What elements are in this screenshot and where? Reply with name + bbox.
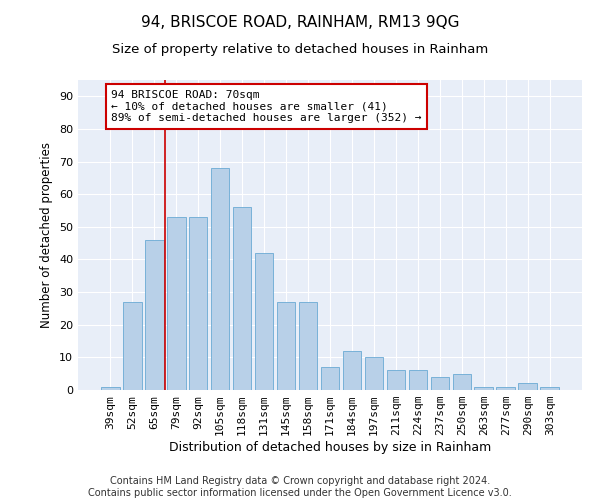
Bar <box>167 217 185 390</box>
Bar <box>101 386 119 390</box>
Text: 94, BRISCOE ROAD, RAINHAM, RM13 9QG: 94, BRISCOE ROAD, RAINHAM, RM13 9QG <box>141 15 459 30</box>
Bar <box>475 386 493 390</box>
Bar <box>409 370 427 390</box>
Bar <box>431 377 449 390</box>
Bar <box>496 386 515 390</box>
Bar <box>386 370 405 390</box>
Bar <box>123 302 142 390</box>
Bar <box>452 374 471 390</box>
Bar <box>233 208 251 390</box>
Bar <box>211 168 229 390</box>
Bar <box>541 386 559 390</box>
Text: 94 BRISCOE ROAD: 70sqm
← 10% of detached houses are smaller (41)
89% of semi-det: 94 BRISCOE ROAD: 70sqm ← 10% of detached… <box>112 90 422 123</box>
Text: Size of property relative to detached houses in Rainham: Size of property relative to detached ho… <box>112 42 488 56</box>
Bar <box>145 240 164 390</box>
Y-axis label: Number of detached properties: Number of detached properties <box>40 142 53 328</box>
Bar <box>255 253 274 390</box>
Text: Contains HM Land Registry data © Crown copyright and database right 2024.
Contai: Contains HM Land Registry data © Crown c… <box>88 476 512 498</box>
Bar <box>189 217 208 390</box>
X-axis label: Distribution of detached houses by size in Rainham: Distribution of detached houses by size … <box>169 441 491 454</box>
Bar <box>518 384 537 390</box>
Bar <box>299 302 317 390</box>
Bar <box>277 302 295 390</box>
Bar <box>365 358 383 390</box>
Bar <box>320 367 340 390</box>
Bar <box>343 351 361 390</box>
